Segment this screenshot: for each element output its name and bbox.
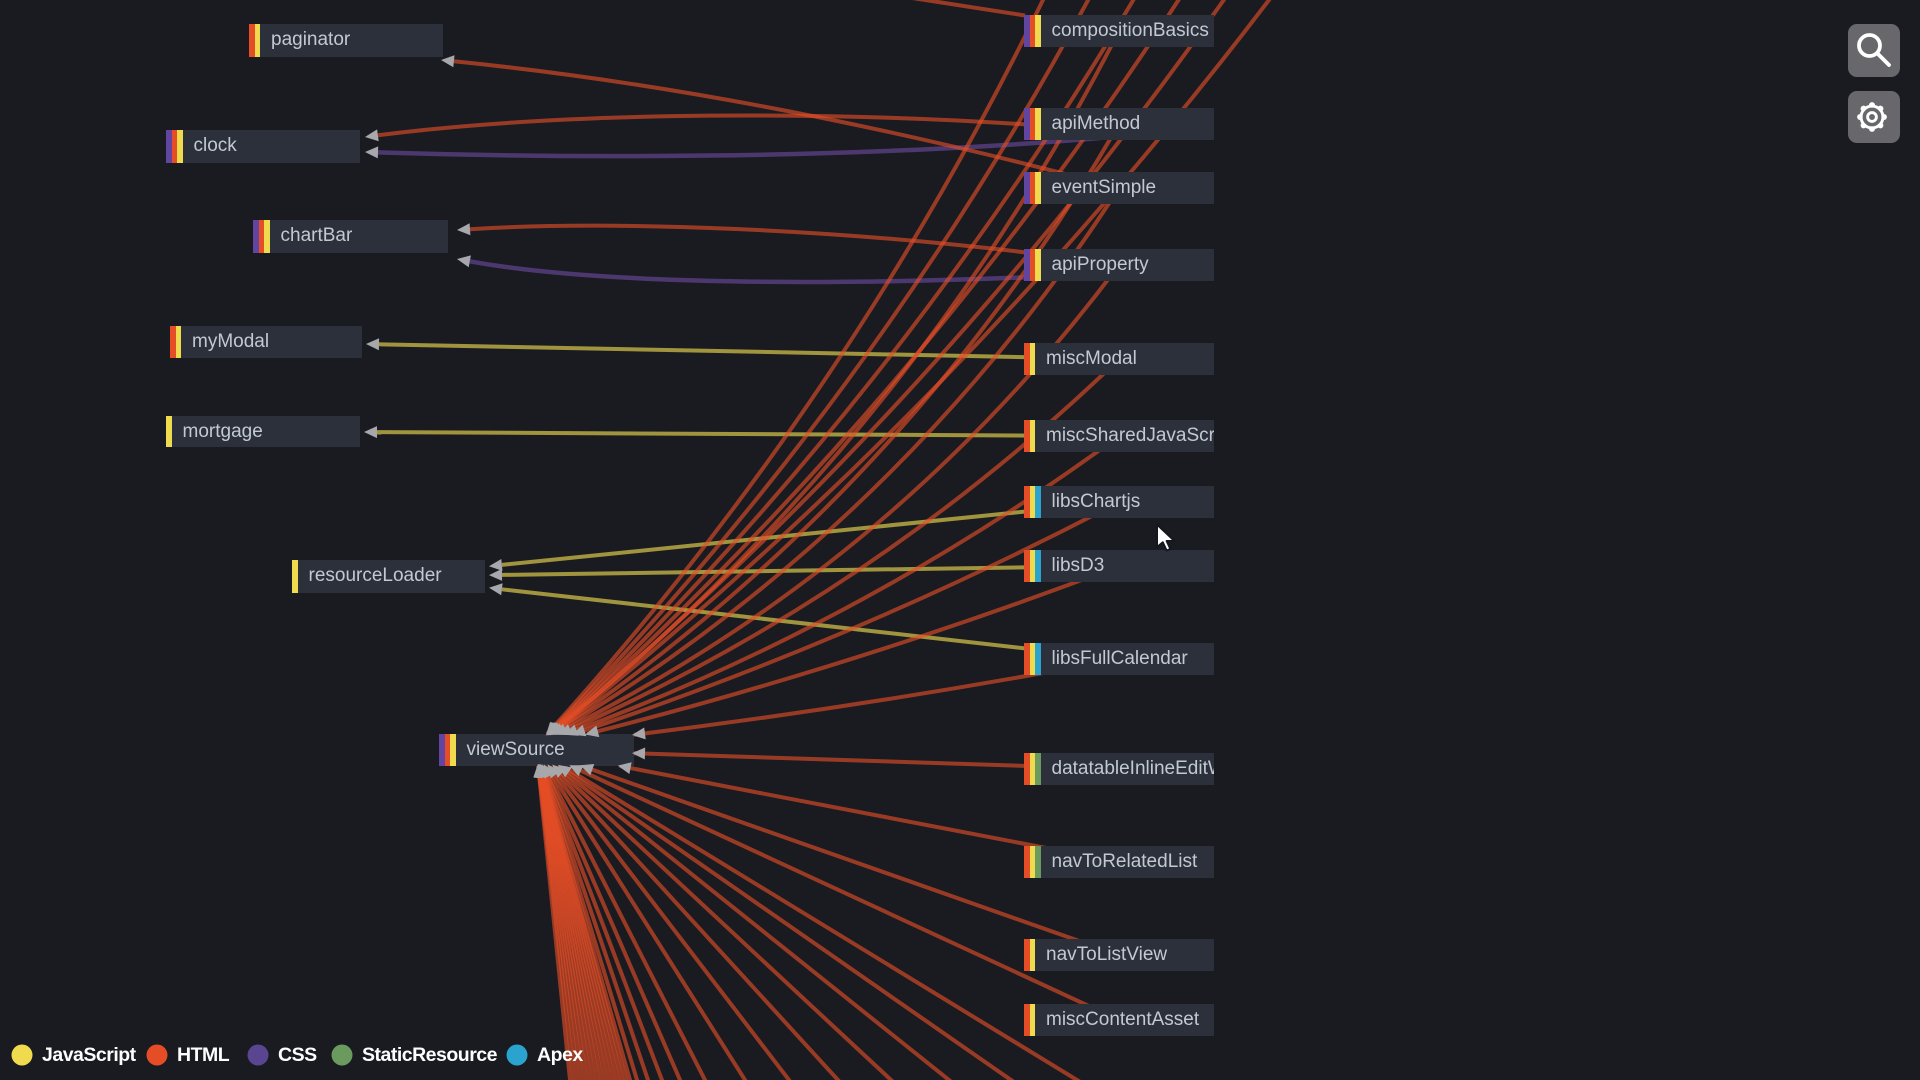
svg-text:HTML: HTML xyxy=(177,1044,230,1066)
svg-text:CSS: CSS xyxy=(278,1044,317,1066)
svg-text:Apex: Apex xyxy=(537,1044,583,1066)
svg-text:JavaScript: JavaScript xyxy=(42,1044,137,1066)
svg-text:StaticResource: StaticResource xyxy=(362,1044,498,1066)
